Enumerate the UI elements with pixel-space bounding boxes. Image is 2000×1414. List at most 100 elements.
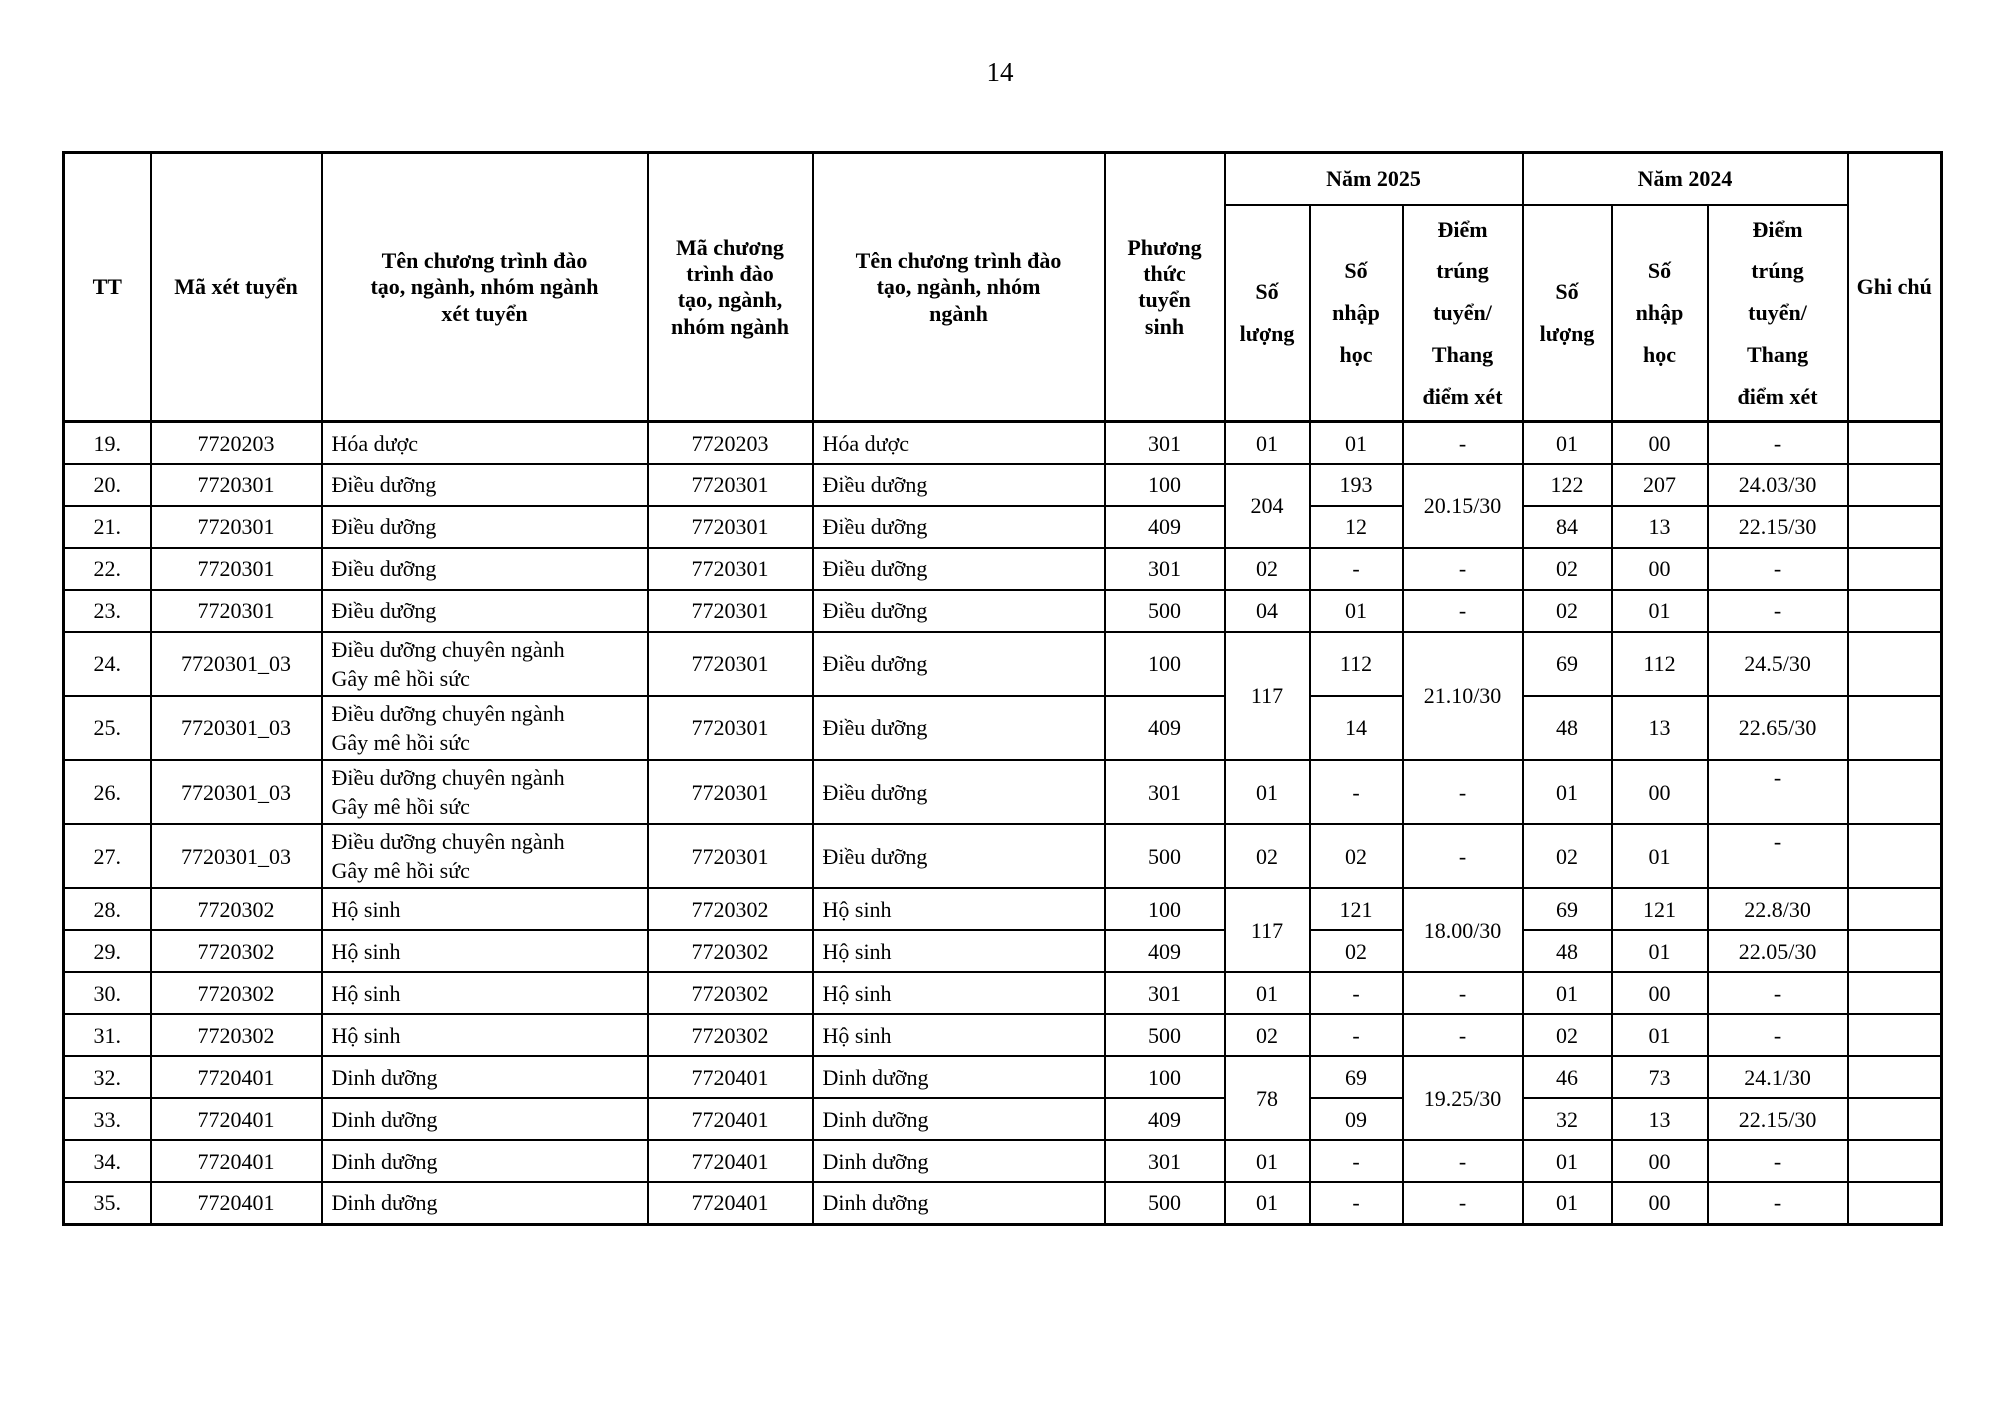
table-cell: 01 xyxy=(1521,1139,1613,1184)
table-cell xyxy=(1846,504,1943,549)
table-cell: Điều dưỡng xyxy=(811,504,1106,549)
table-cell: 00 xyxy=(1610,1181,1709,1226)
table-cell: 7720203 xyxy=(646,420,814,465)
table-cell: 00 xyxy=(1610,971,1709,1016)
table-cell: 7720401 xyxy=(149,1139,323,1184)
table-row: 22. 7720301 Điều dưỡng 7720301 Điều dưỡng 301… xyxy=(62,546,1943,591)
table-cell: Điều dưỡng xyxy=(320,588,649,633)
table-cell: 7720301 xyxy=(646,694,814,762)
table-cell: - xyxy=(1706,588,1849,633)
table-cell: Hộ sinh xyxy=(811,1013,1106,1058)
table-cell: 20.15/30 xyxy=(1401,462,1524,549)
table-cell: 117 xyxy=(1223,887,1311,974)
table-cell: 7720301 xyxy=(646,823,814,890)
table-cell xyxy=(1846,1013,1943,1058)
table-cell: Hóa dược xyxy=(811,420,1106,465)
table-row: 28. 7720302 Hộ sinh 7720302 Hộ sinh 100 117 121… xyxy=(62,887,1943,974)
table-cell: 7720301 xyxy=(149,546,323,591)
table-cell: 69 xyxy=(1521,630,1613,697)
table-row: 30. 7720302 Hộ sinh 7720302 Hộ sinh 301 01- -01… xyxy=(62,971,1943,1016)
table-cell xyxy=(1846,462,1943,507)
table-cell: 301 xyxy=(1103,1139,1226,1184)
table-cell: Dinh dưỡng xyxy=(811,1055,1106,1100)
table-cell: Điều dưỡng xyxy=(320,546,649,591)
table-cell: - xyxy=(1706,971,1849,1016)
table-cell: 00 xyxy=(1610,546,1709,591)
table-row: 31. 7720302 Hộ sinh 7720302 Hộ sinh 500 02- -02… xyxy=(62,1013,1943,1058)
table-cell: Dinh dưỡng xyxy=(320,1139,649,1184)
table-cell: Dinh dưỡng xyxy=(320,1097,649,1142)
table-cell: 22.8/30 xyxy=(1706,887,1849,932)
table-cell: 01 xyxy=(1223,420,1311,465)
table-cell: Điều dưỡng xyxy=(811,694,1106,762)
table-cell: 22. xyxy=(62,546,152,591)
table-cell: 34. xyxy=(62,1139,152,1184)
table-cell: 7720302 xyxy=(646,1013,814,1058)
table-cell: Điều dưỡng xyxy=(811,546,1106,591)
table-cell: Điều dưỡng chuyên ngành Gây mê hồi sức xyxy=(320,823,649,890)
table-cell: 409 xyxy=(1103,1097,1226,1142)
table-cell: 301 xyxy=(1103,546,1226,591)
table-cell: 7720301_03 xyxy=(149,630,323,697)
header-so-nhap-hoc-2025: Số nhập học xyxy=(1308,203,1404,423)
table-cell: 24.03/30 xyxy=(1706,462,1849,507)
table-cell: 100 xyxy=(1103,1055,1226,1100)
table-cell: - xyxy=(1706,1139,1849,1184)
table-cell: 01 xyxy=(1308,588,1404,633)
table-cell: 100 xyxy=(1103,630,1226,697)
table-cell: 02 xyxy=(1521,1013,1613,1058)
table-cell: 01 xyxy=(1223,971,1311,1016)
header-phuong-thuc: Phương thức tuyển sinh xyxy=(1103,151,1226,423)
table-cell xyxy=(1846,929,1943,974)
table-cell: 01 xyxy=(1223,1181,1311,1226)
table-cell: 48 xyxy=(1521,694,1613,762)
table-cell: 30. xyxy=(62,971,152,1016)
table-cell: 7720401 xyxy=(646,1181,814,1226)
table-cell: 73 xyxy=(1610,1055,1709,1100)
table-cell: Hộ sinh xyxy=(320,929,649,974)
table-cell: Hóa dược xyxy=(320,420,649,465)
table-cell: 7720301 xyxy=(646,588,814,633)
table-cell: 23. xyxy=(62,588,152,633)
table-cell: 7720401 xyxy=(149,1055,323,1100)
table-cell xyxy=(1846,420,1943,465)
table-cell: 500 xyxy=(1103,1013,1226,1058)
table-row: 21. 7720301 Điều dưỡng 7720301 Điều dưỡng 409… xyxy=(62,504,1943,549)
table-cell: 7720401 xyxy=(646,1139,814,1184)
admission-results-table: TT Mã xét tuyển Tên chương trình đào tạo… xyxy=(62,151,1944,1226)
table-cell: 01 xyxy=(1223,759,1311,826)
table-cell: 7720302 xyxy=(149,929,323,974)
table-cell: 13 xyxy=(1610,694,1709,762)
header-ghi-chu: Ghi chú xyxy=(1846,151,1943,423)
table-row: 24. 7720301_03 Điều dưỡng chuyên ngành Gây… xyxy=(62,630,1943,762)
table-cell xyxy=(1846,887,1943,932)
table-cell: 7720301 xyxy=(149,588,323,633)
table-cell: 48 xyxy=(1521,929,1613,974)
table-cell: 09 xyxy=(1308,1097,1404,1142)
table-cell: 21.10/30 xyxy=(1401,630,1524,762)
table-cell: 01 xyxy=(1521,1181,1613,1226)
table-cell: 19. xyxy=(62,420,152,465)
header-ten-chuong-trinh: Tên chương trình đào tạo, ngành, nhóm ng… xyxy=(811,151,1106,423)
table-cell: 33. xyxy=(62,1097,152,1142)
table-cell: - xyxy=(1308,546,1404,591)
table-cell: 7720302 xyxy=(149,971,323,1016)
table-cell: 7720301 xyxy=(149,462,323,507)
table-cell: Điều dưỡng xyxy=(320,462,649,507)
table-cell: 7720301 xyxy=(646,462,814,507)
table-cell: 00 xyxy=(1610,420,1709,465)
table-cell: 7720302 xyxy=(646,971,814,1016)
table-cell: 02 xyxy=(1223,1013,1311,1058)
table-row: 33. 7720401 Dinh dưỡng 7720401 Dinh dưỡng 409… xyxy=(62,1097,1943,1142)
table-cell: - xyxy=(1308,759,1404,826)
table-cell: - xyxy=(1401,1139,1524,1184)
table-cell: 7720302 xyxy=(646,929,814,974)
table-cell: Điều dưỡng xyxy=(320,504,649,549)
table-cell: 500 xyxy=(1103,823,1226,890)
table-cell: 301 xyxy=(1103,971,1226,1016)
table-cell: 02 xyxy=(1521,823,1613,890)
table-row: 32. 7720401 Dinh dưỡng 7720401 Dinh dưỡng 100… xyxy=(62,1055,1943,1142)
table-cell: 21. xyxy=(62,504,152,549)
table-cell xyxy=(1846,630,1943,697)
